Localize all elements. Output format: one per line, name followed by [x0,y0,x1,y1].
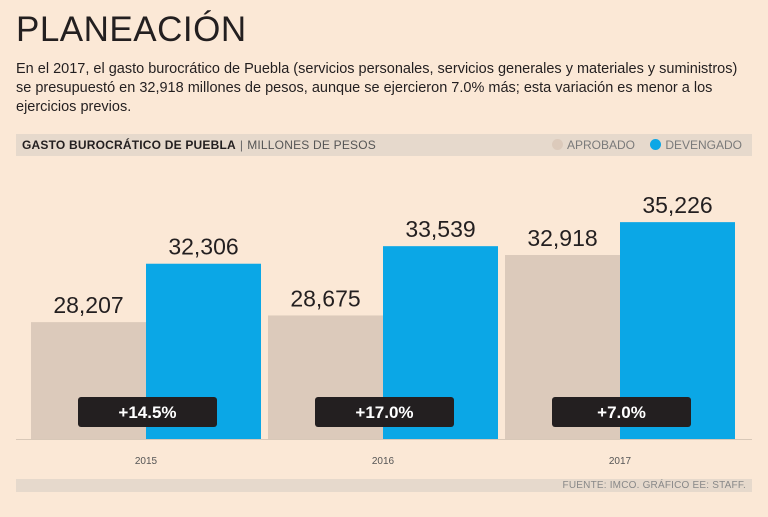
legend: APROBADO DEVENGADO [540,138,742,152]
variation-label-2015: +14.5% [118,403,176,422]
value-label-approved-2017: 32,918 [527,225,597,251]
value-label-approved-2015: 28,207 [53,292,123,318]
legend-swatch-approved-icon [551,139,563,150]
variation-label-2017: +7.0% [597,403,646,422]
source-note: FUENTE: IMCO. GRÁFICO EE: STAFF. [562,480,746,491]
x-tick-label-2015: 2015 [135,456,158,467]
legend-item-approved: APROBADO [551,138,635,152]
page-title: PLANEACIÓN [16,10,247,49]
variation-badge-2017 [552,397,691,427]
x-tick-label-2017: 2017 [609,456,632,467]
chart-title: GASTO BUROCRÁTICO DE PUEBLA [22,138,236,152]
value-label-approved-2016: 28,675 [290,285,360,311]
value-label-accrued-2015: 32,306 [168,234,238,260]
legend-label-accrued: DEVENGADO [665,138,742,152]
bar-chart: 28,207 32,306 +14.5% 2015 28,675 33,539 +17.0%… [16,192,752,467]
chart-units: MILLONES DE PESOS [247,138,376,152]
header-separator: | [239,138,244,152]
value-label-accrued-2017: 35,226 [642,192,712,218]
chart-header: GASTO BUROCRÁTICO DE PUEBLA | MILLONES DE … [16,134,752,156]
legend-item-accrued: DEVENGADO [650,138,742,152]
variation-label-2016: +17.0% [355,403,413,422]
legend-swatch-accrued-icon [650,139,662,150]
footer-bar: FUENTE: IMCO. GRÁFICO EE: STAFF. [16,479,752,492]
variation-badge-2015 [78,397,217,427]
intro-text: En el 2017, el gasto burocrático de Pueb… [16,61,738,115]
x-tick-label-2016: 2016 [372,456,395,467]
value-label-accrued-2016: 33,539 [405,216,475,242]
legend-label-approved: APROBADO [566,138,635,152]
chart-header-title: GASTO BUROCRÁTICO DE PUEBLA | MILLONES DE … [22,138,376,152]
variation-badge-2016 [315,397,454,427]
